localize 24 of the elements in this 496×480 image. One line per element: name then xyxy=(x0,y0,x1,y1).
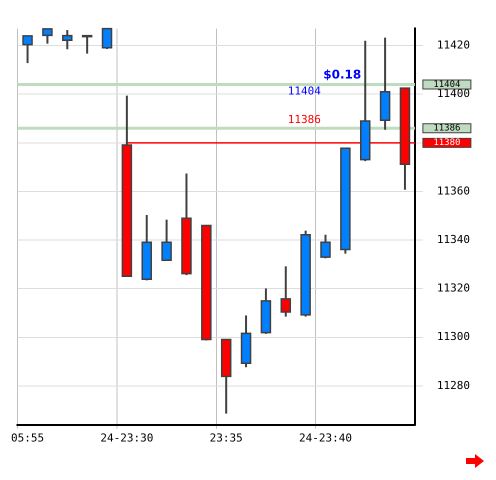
ref-line-label: 11386 xyxy=(433,124,460,134)
candlestick xyxy=(42,28,53,45)
y-tick-label: 11420 xyxy=(436,38,470,52)
x-tick-label: 24-23:30 xyxy=(100,431,154,444)
candlestick xyxy=(161,218,172,262)
candlestick xyxy=(280,265,292,318)
y-tick-label: 11280 xyxy=(436,378,470,392)
y-tick-label: 11300 xyxy=(436,330,470,344)
ref-line-label: 11380 xyxy=(433,138,460,148)
annotation: 11404 xyxy=(288,84,322,98)
annotation: $0.18 xyxy=(323,68,362,82)
candlestick xyxy=(320,234,331,260)
candlestick xyxy=(102,28,112,50)
y-tick-label: 11320 xyxy=(436,282,470,295)
candlestick xyxy=(82,34,92,55)
candlestick xyxy=(22,34,33,64)
x-tick-label: 05:55 xyxy=(10,431,44,444)
y-tick-label: 11340 xyxy=(436,232,470,246)
ref-line-label: 11404 xyxy=(433,80,460,90)
x-tick-label: 23:35 xyxy=(210,431,243,444)
candlestick xyxy=(62,29,73,50)
annotation: 11386 xyxy=(288,113,321,126)
x-tick-label: 24-23:40 xyxy=(299,431,352,444)
y-tick-label: 11360 xyxy=(436,184,470,198)
